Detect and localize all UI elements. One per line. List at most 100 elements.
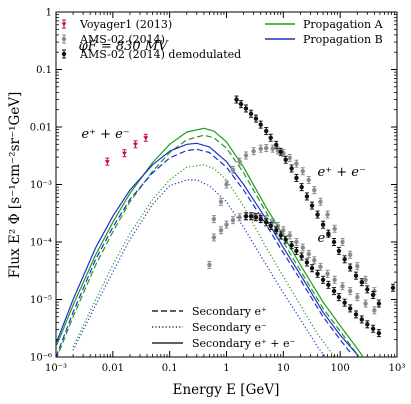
point-ams-02-2014-demodulated (283, 155, 288, 164)
point-ams-02-2014 (312, 186, 317, 195)
point-ams-02-2014 (218, 197, 224, 206)
point-ams-02-2014-demodulated (320, 275, 326, 284)
y-tick-label: 10⁻⁵ (30, 295, 52, 306)
point-ams-02-2014-demodulated (315, 269, 320, 278)
point-ams-02-2014 (281, 226, 286, 235)
point-ams-02-2014 (207, 260, 212, 269)
x-tick-label: 0.1 (162, 363, 178, 374)
point-ams-02-2014-demodulated (299, 252, 304, 261)
point-ams-02-2014 (332, 224, 337, 233)
y-tick-label: 0.01 (30, 123, 52, 134)
y-tick-label: 10⁻⁶ (30, 353, 52, 364)
point-ams-02-2014-demodulated (342, 298, 347, 307)
legend-entry-secondary-e: Secondary e⁺ (152, 305, 267, 318)
point-ams-02-2014-demodulated (248, 212, 254, 221)
point-ams-02-2014 (287, 231, 293, 240)
point-ams-02-2014-demodulated (309, 264, 315, 273)
point-ams-02-2014-demodulated (278, 231, 283, 240)
curve-propagation-a-secondary-e (56, 134, 361, 357)
point-ams-02-2014-demodulated (315, 210, 320, 219)
point-ams-02-2014 (294, 159, 299, 168)
point-ams-02-2014-demodulated (264, 127, 269, 136)
curve-propagation-a-secondary-e (72, 164, 336, 357)
point-ams-02-2014-demodulated (320, 220, 326, 229)
point-ams-02-2014-demodulated (289, 164, 294, 173)
point-ams-02-2014 (355, 262, 360, 271)
point-ams-02-2014-demodulated (365, 320, 370, 329)
point-ams-02-2014-demodulated (278, 147, 283, 156)
point-ams-02-2014 (258, 144, 263, 153)
point-ams-02-2014 (211, 215, 217, 224)
point-ams-02-2014-demodulated (326, 280, 331, 289)
annotation-label: e⁺ + e⁻ (318, 165, 366, 180)
point-ams-02-2014-demodulated (258, 215, 263, 224)
point-ams-02-2014-demodulated (353, 310, 359, 319)
y-tick-label: 1 (46, 8, 52, 19)
point-ams-02-2014 (251, 147, 256, 156)
point-ams-02-2014-demodulated (294, 173, 299, 182)
point-ams-02-2014 (340, 238, 345, 246)
point-ams-02-2014 (363, 299, 368, 308)
curve-propagation-a-secondary-e-e (56, 127, 365, 357)
legend-label: AMS-02 (2014) (79, 33, 165, 46)
point-ams-02-2014-demodulated (331, 238, 337, 246)
point-ams-02-2014 (230, 165, 236, 174)
point-ams-02-2014 (325, 210, 330, 219)
legend-label: Voyager1 (2013) (79, 18, 172, 31)
legend-entry-ams-02-2014: AMS-02 (2014) (61, 33, 165, 46)
point-ams-02-2014-demodulated (283, 235, 288, 244)
point-ams-02-2014-demodulated (299, 183, 304, 192)
point-ams-02-2014 (230, 216, 236, 225)
point-ams-02-2014 (318, 197, 323, 206)
point-ams-02-2014-demodulated (336, 293, 342, 302)
point-ams-02-2014 (218, 226, 224, 235)
point-ams-02-2014-demodulated (268, 133, 273, 142)
y-axis-label: Flux E² Φ [s⁻¹cm⁻²sr⁻¹GeV] (7, 92, 23, 279)
point-ams-02-2014-demodulated (353, 271, 359, 280)
point-ams-02-2014-demodulated (309, 201, 315, 210)
point-ams-02-2014-demodulated (304, 258, 310, 267)
point-ams-02-2014 (372, 306, 377, 315)
y-tick-label: 0.1 (36, 65, 52, 76)
point-ams-02-2014 (347, 250, 353, 259)
point-ams-02-2014-demodulated (370, 324, 376, 333)
point-voyager1-2013 (104, 157, 110, 166)
point-ams-02-2014 (237, 157, 242, 166)
point-ams-02-2014-demodulated (359, 278, 364, 287)
model-curves (56, 127, 365, 357)
point-ams-02-2014-demodulated (274, 140, 279, 149)
point-ams-02-2014-demodulated (289, 241, 294, 250)
point-ams-02-2014-demodulated (342, 255, 347, 264)
legend-label: Secondary e⁺ (192, 305, 267, 318)
legend-entry-ams-02-2014-demodulated: AMS-02 (2014) demodulated (61, 48, 241, 61)
point-ams-02-2014 (264, 144, 269, 153)
point-ams-02-2014-demodulated (365, 285, 370, 294)
point-ams-02-2014-demodulated (248, 109, 254, 118)
point-ams-02-2014-demodulated (376, 299, 382, 308)
annotation-label: e⁺ + e⁻ (81, 127, 129, 142)
point-ams-02-2014-demodulated (376, 329, 382, 338)
axis-ticks: 10⁻³ 0.01 0.1 1 10 100 10³ 10⁻⁶ 10⁻⁵ 10⁻⁴ 10⁻³ 0.01… (30, 8, 406, 375)
legend-entry-propagation-b: Propagation B (265, 33, 383, 46)
point-voyager1-2013 (121, 149, 127, 158)
point-ams-02-2014-demodulated (390, 283, 396, 292)
point-ams-02-2014 (300, 167, 305, 176)
point-ams-02-2014-demodulated (268, 221, 273, 230)
point-ams-02-2014 (224, 180, 229, 189)
point-ams-02-2014 (211, 233, 217, 242)
point-ams-02-2014-demodulated (243, 104, 249, 113)
y-tick-label: 10⁻³ (30, 180, 52, 191)
point-ams-02-2014 (287, 153, 293, 162)
point-ams-02-2014-demodulated (264, 218, 269, 227)
legend-label: Secondary e⁺ + e⁻ (192, 337, 296, 350)
point-ams-02-2014 (306, 175, 311, 184)
curve-propagation-b-secondary-e (72, 179, 326, 357)
x-axis-label: Energy E [GeV] (173, 382, 280, 398)
data-points (104, 95, 396, 338)
legend-label: Propagation A (303, 18, 384, 31)
point-voyager1-2013 (132, 140, 138, 149)
point-ams-02-2014-demodulated (326, 229, 331, 238)
point-ams-02-2014-demodulated (258, 120, 263, 129)
point-ams-02-2014-demodulated (274, 226, 279, 235)
point-ams-02-2014 (340, 282, 345, 291)
